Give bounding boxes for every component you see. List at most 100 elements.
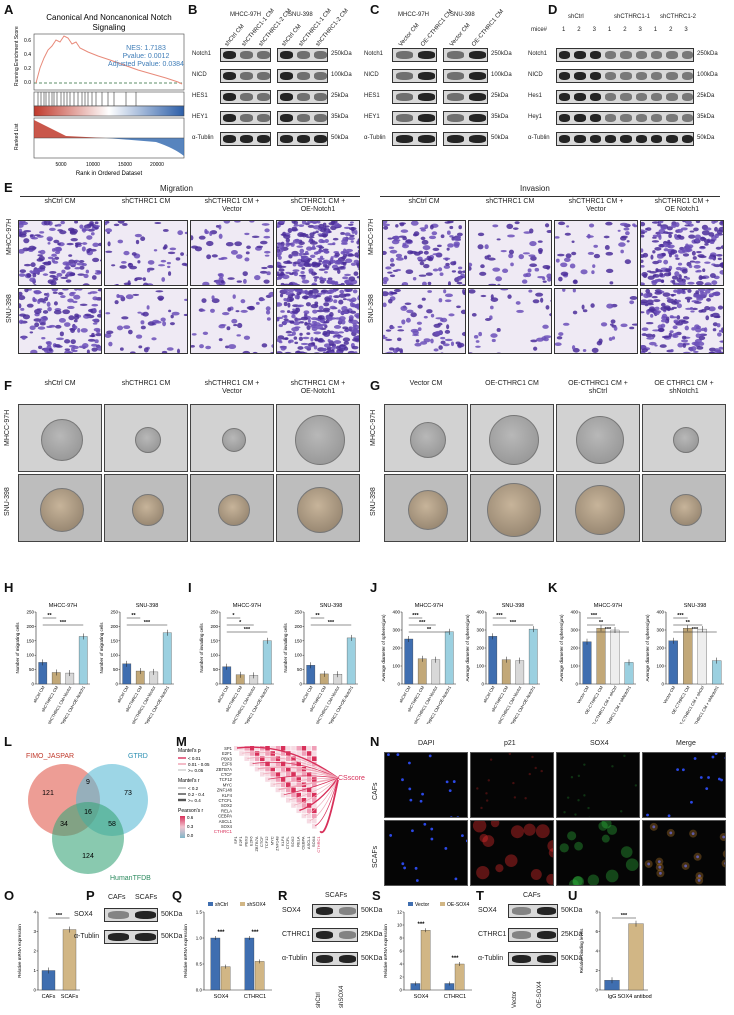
- bar-mark: [122, 663, 132, 685]
- mantel-col-label: TCF12: [264, 836, 269, 849]
- fluor-cell: [408, 761, 411, 765]
- stained-cell: [147, 260, 155, 265]
- panel-g-micrograph: [470, 474, 554, 542]
- stained-cell: [506, 223, 514, 229]
- bar-y-tick: 200: [110, 624, 118, 629]
- stained-cell: [325, 265, 330, 269]
- stained-cell: [263, 279, 270, 284]
- mantel-cell: [306, 808, 312, 813]
- mantel-cell: [296, 746, 301, 751]
- stained-cell: [296, 245, 304, 248]
- blot-b-band: [223, 135, 236, 143]
- bar-significance: ***: [144, 620, 151, 626]
- fluor-cell: [707, 776, 710, 779]
- stained-cell: [432, 247, 440, 252]
- blot-c-band: [418, 135, 436, 143]
- stained-cell: [675, 266, 682, 271]
- stained-cell: [100, 239, 101, 241]
- stained-cell: [651, 221, 660, 224]
- stained-cell: [74, 221, 79, 224]
- stained-cell: [254, 274, 261, 281]
- stained-cell: [81, 242, 88, 245]
- bar-y-tick: 4: [33, 910, 36, 915]
- blot-b-size-label: 100kDa: [331, 72, 352, 78]
- stained-cell: [529, 241, 537, 247]
- stained-cell: [546, 229, 551, 234]
- stained-cell: [457, 270, 463, 275]
- stained-cell: [383, 221, 388, 225]
- stained-cell: [91, 303, 99, 307]
- mantel-cell: [249, 756, 255, 761]
- stained-cell: [350, 221, 354, 224]
- stained-cell: [299, 321, 304, 324]
- mantel-cell: [254, 766, 260, 772]
- stained-cell: [709, 351, 715, 353]
- bar-mark: [628, 923, 644, 991]
- stained-cell: [704, 261, 711, 264]
- stained-cell: [332, 289, 337, 293]
- stained-cell: [698, 341, 705, 346]
- migration-micrograph: [18, 288, 102, 354]
- stained-cell: [288, 339, 294, 343]
- fluor-cell: [724, 756, 725, 759]
- stained-cell: [105, 228, 113, 233]
- stained-cell: [704, 305, 711, 311]
- stained-cell: [529, 263, 538, 267]
- venn-set-label: HumanTFDB: [110, 875, 151, 882]
- stained-cell: [246, 245, 251, 250]
- bar-mark: [417, 658, 427, 685]
- stained-cell: [39, 264, 46, 270]
- stained-cell: [422, 245, 431, 251]
- mantel-row-label: CTCF: [221, 772, 233, 777]
- stained-cell: [97, 289, 101, 292]
- stained-cell: [19, 228, 23, 233]
- panel-g-col-label: OE CTHRC1 CM + shNotch1: [654, 380, 714, 395]
- stained-cell: [691, 250, 696, 256]
- fluor-cell: [444, 847, 448, 850]
- stained-cell: [116, 325, 124, 331]
- panel-letter-m: M: [176, 734, 187, 749]
- stained-cell: [571, 345, 576, 350]
- mantel-cell: [296, 766, 301, 772]
- stained-cell: [66, 305, 75, 310]
- stained-cell: [281, 274, 290, 280]
- stained-cell: [92, 242, 99, 248]
- stained-cell: [544, 223, 550, 228]
- stained-cell: [682, 343, 686, 348]
- stained-cell: [649, 306, 655, 311]
- stained-cell: [157, 264, 166, 267]
- stained-cell: [687, 289, 692, 293]
- bar-y-tick: 0: [661, 682, 664, 687]
- blot-d-band: [604, 72, 617, 80]
- fluor-cell: [634, 784, 638, 787]
- stained-cell: [19, 234, 23, 237]
- stained-cell: [142, 311, 149, 317]
- stained-cell: [617, 229, 621, 232]
- stained-cell: [285, 238, 290, 243]
- stained-cell: [718, 352, 723, 353]
- panel-g-col-label: OE-CTHRC1 CM + shCtrl: [568, 380, 628, 395]
- stained-cell: [390, 257, 395, 263]
- fluor-cell: [601, 821, 612, 829]
- panel-g-micrograph: [556, 404, 640, 472]
- stained-cell: [312, 221, 318, 224]
- stained-cell: [350, 319, 359, 325]
- venn-count: 34: [60, 821, 68, 828]
- stained-cell: [304, 250, 309, 255]
- stained-cell: [131, 252, 137, 256]
- stained-cell: [64, 348, 70, 351]
- mantel-cell: [312, 756, 317, 761]
- stained-cell: [340, 231, 345, 235]
- mantel-col-label: CEBPA: [301, 836, 306, 850]
- blot-c-group-label: SNU-398: [450, 12, 475, 18]
- gsea-frame-top: [33, 33, 185, 91]
- stained-cell: [282, 320, 287, 326]
- stained-cell: [716, 253, 723, 257]
- stained-cell: [334, 259, 342, 265]
- blot-c-lane-label: Vector CM: [449, 22, 472, 48]
- stained-cell: [56, 223, 62, 227]
- stained-cell: [661, 313, 668, 319]
- stained-cell: [546, 273, 551, 279]
- mantel-cell: [275, 761, 281, 767]
